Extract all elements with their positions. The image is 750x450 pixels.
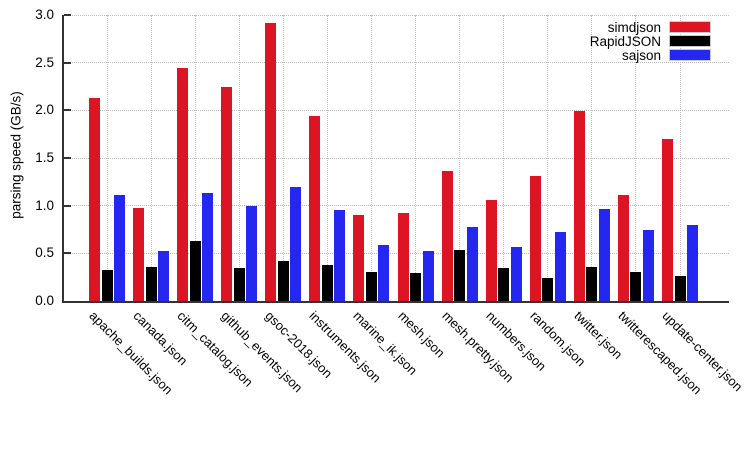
bar-sajson-citm_catalog.json [202, 193, 214, 301]
bar-RapidJSON-apache_builds.json [101, 270, 113, 301]
bar-simdjson-twitterescaped.json [617, 195, 629, 301]
bar-RapidJSON-marine_ik.json [365, 272, 377, 301]
bar-RapidJSON-random.json [542, 278, 554, 301]
bar-sajson-github_events.json [246, 206, 258, 301]
legend-entry-sajson: sajson [590, 47, 711, 63]
y-tick-label: 3.0 [35, 7, 54, 22]
legend: simdjson RapidJSON sajson [589, 19, 711, 63]
gridline-horizontal [64, 252, 729, 254]
x-tick-label: update-center.json [659, 308, 746, 395]
y-tick-mark [64, 204, 71, 207]
bar-sajson-gsoc-2018.json [290, 187, 302, 301]
bar-simdjson-gsoc-2018.json [265, 23, 277, 301]
bar-simdjson-instruments.json [309, 116, 321, 301]
legend-label: sajson [621, 47, 661, 63]
bar-sajson-random.json [554, 232, 566, 301]
bar-sajson-marine_ik.json [378, 245, 390, 301]
legend-label: simdjson [607, 19, 661, 35]
y-tick-label: 0.5 [35, 245, 54, 261]
legend-entry-RapidJSON: RapidJSON [589, 33, 711, 49]
plot-area [62, 14, 729, 303]
x-tick-label: citm_catalog.json [174, 308, 257, 390]
bar-RapidJSON-update-center.json [674, 276, 686, 301]
legend-swatch-sajson [669, 49, 711, 61]
legend-entry-simdjson: simdjson [590, 19, 711, 35]
bar-simdjson-mesh.pretty.json [441, 171, 453, 301]
legend-label: RapidJSON [589, 33, 661, 49]
gridline-horizontal [64, 109, 729, 111]
legend-swatch-simdjson [669, 21, 711, 33]
bar-simdjson-github_events.json [221, 87, 233, 301]
bar-simdjson-mesh.json [397, 213, 409, 301]
y-tick-mark [64, 157, 71, 159]
bar-RapidJSON-instruments.json [321, 265, 333, 301]
bar-simdjson-twitter.json [573, 111, 585, 301]
gridline-horizontal [64, 14, 729, 16]
bar-sajson-instruments.json [334, 210, 346, 301]
bar-sajson-update-center.json [687, 225, 698, 301]
bar-RapidJSON-canada.json [145, 267, 157, 301]
y-tick-label: 0.0 [35, 293, 54, 308]
legend-swatch-RapidJSON [669, 35, 711, 47]
bar-sajson-twitter.json [598, 209, 610, 301]
bar-RapidJSON-github_events.json [233, 268, 245, 301]
x-tick-label: github_events.json [218, 308, 306, 396]
bar-RapidJSON-gsoc-2018.json [277, 261, 289, 301]
y-tick-mark [64, 61, 71, 64]
gridline-horizontal [64, 62, 729, 64]
x-tick-label: apache_builds.json [86, 308, 176, 398]
bar-simdjson-update-center.json [662, 139, 673, 301]
gridline-horizontal [64, 157, 729, 159]
bar-sajson-apache_builds.json [114, 195, 125, 301]
y-tick-label: 2.5 [35, 54, 54, 70]
y-tick-mark [64, 14, 71, 16]
y-tick-mark [64, 109, 71, 112]
bar-RapidJSON-twitterescaped.json [630, 272, 642, 301]
y-tick-mark [64, 252, 71, 255]
bar-simdjson-apache_builds.json [89, 98, 100, 301]
bar-RapidJSON-mesh.json [410, 273, 422, 301]
bar-RapidJSON-mesh.pretty.json [454, 250, 466, 301]
gridline-horizontal [64, 205, 729, 207]
y-tick-label: 2.0 [35, 102, 54, 118]
bar-simdjson-numbers.json [485, 200, 497, 301]
y-tick-label: 1.0 [35, 197, 54, 213]
bar-RapidJSON-twitter.json [586, 267, 598, 301]
bar-simdjson-canada.json [133, 208, 145, 301]
bar-simdjson-random.json [529, 176, 541, 301]
bar-sajson-twitterescaped.json [642, 230, 654, 301]
x-tick-label: twitterescaped.json [615, 308, 705, 398]
bar-simdjson-citm_catalog.json [177, 68, 189, 301]
bar-sajson-numbers.json [510, 247, 522, 301]
bar-sajson-mesh.pretty.json [466, 227, 478, 301]
bar-sajson-canada.json [158, 251, 170, 301]
bar-sajson-mesh.json [422, 251, 434, 301]
y-tick-label: 1.5 [35, 150, 54, 165]
bar-simdjson-marine_ik.json [353, 215, 365, 301]
bar-RapidJSON-citm_catalog.json [189, 241, 201, 301]
bar-RapidJSON-numbers.json [498, 268, 510, 301]
